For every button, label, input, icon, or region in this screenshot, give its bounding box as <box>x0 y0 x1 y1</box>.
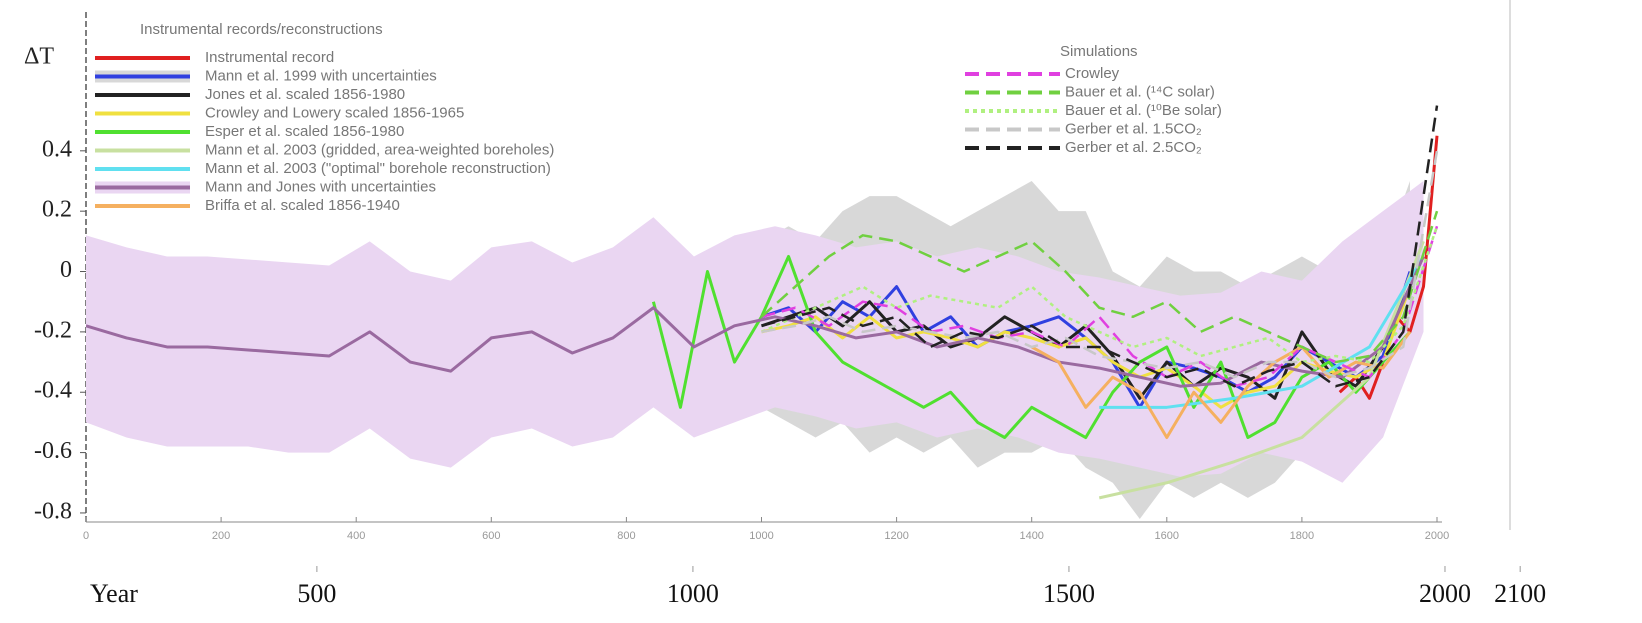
legend-label: Mann et al. 1999 with uncertainties <box>205 67 437 84</box>
series-line <box>86 255 1425 388</box>
plot-area <box>86 105 1439 519</box>
x-tick-label: 1600 <box>1155 530 1179 542</box>
x2-tick-label: 1500 <box>1043 579 1095 608</box>
legend-title: Instrumental records/reconstructions <box>140 21 383 38</box>
x-tick-label: 400 <box>347 530 365 542</box>
x-tick-label: 1200 <box>884 530 908 542</box>
y-axis-label: ΔT <box>24 44 54 70</box>
x-tick-label: 800 <box>617 530 635 542</box>
legend-label: Bauer et al. (¹⁰Be solar) <box>1065 102 1222 119</box>
legend-label: Esper et al. scaled 1856-1980 <box>205 123 404 140</box>
y-tick-label: 0.4 <box>42 136 72 162</box>
legend-label: Jones et al. scaled 1856-1980 <box>205 86 405 103</box>
x-tick-label: 200 <box>212 530 230 542</box>
y-tick-label: -0.8 <box>34 498 72 524</box>
x2-tick-label: 2000 <box>1419 579 1471 608</box>
legend-label: Bauer et al. (¹⁴C solar) <box>1065 83 1215 100</box>
series-line <box>760 225 1439 364</box>
x-tick-label: 1000 <box>749 530 773 542</box>
y-tick-label: -0.4 <box>34 378 72 404</box>
series-line <box>760 210 1439 364</box>
y-tick-label: 0.2 <box>42 197 72 223</box>
legend-label: Crowley and Lowery scaled 1856-1965 <box>205 104 464 121</box>
x2-tick-label: 1000 <box>667 579 719 608</box>
series-line <box>651 254 1412 440</box>
legend-label: Gerber et al. 1.5CO₂ <box>1065 120 1202 137</box>
x-tick-label: 1400 <box>1019 530 1043 542</box>
legend-label: Crowley <box>1065 65 1120 82</box>
y-tick-label: 0 <box>60 257 72 283</box>
x-axis-label: Year <box>90 579 138 608</box>
legend-label: Briffa et al. scaled 1856-1940 <box>205 197 400 214</box>
x-tick-label: 1800 <box>1290 530 1314 542</box>
x2-tick-label: 500 <box>297 579 336 608</box>
series-line <box>761 150 1439 379</box>
legend-label: Instrumental record <box>205 49 334 66</box>
x-tick-label: 2000 <box>1425 530 1449 542</box>
series-line <box>761 105 1439 388</box>
series-line <box>1098 240 1425 500</box>
x-tick-label: 600 <box>482 530 500 542</box>
simulations-title: Simulations <box>1060 43 1138 60</box>
x-tick-label: 0 <box>83 530 89 542</box>
series-line <box>1099 255 1425 409</box>
legend-label: Mann et al. 2003 ("optimal" borehole rec… <box>205 160 551 177</box>
y-tick-label: -0.6 <box>34 438 72 464</box>
legend-label: Mann and Jones with uncertainties <box>205 178 436 195</box>
uncertainty-band <box>86 180 1424 483</box>
legend-label: Mann et al. 2003 (gridded, area-weighted… <box>205 141 554 158</box>
legend-label: Gerber et al. 2.5CO₂ <box>1065 139 1202 156</box>
y-tick-label: -0.2 <box>34 317 72 343</box>
x2-tick-label: 2100 <box>1494 579 1546 608</box>
